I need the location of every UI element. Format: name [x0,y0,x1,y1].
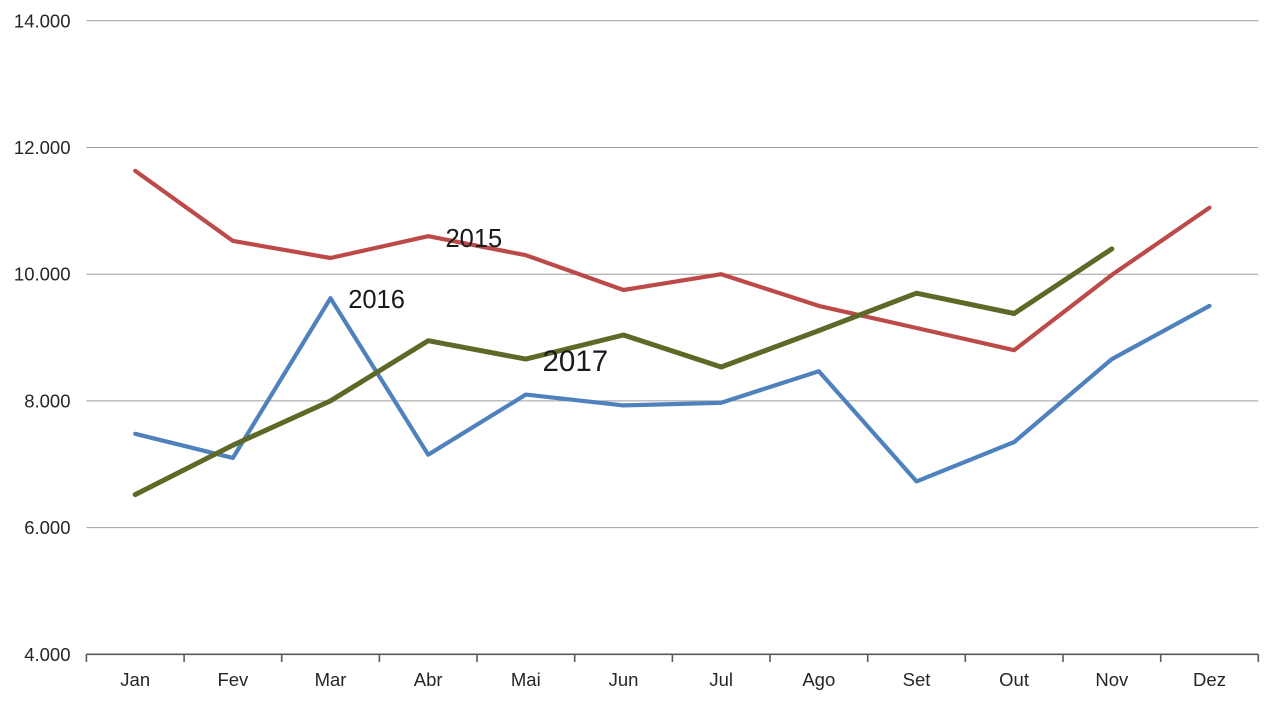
svg-text:Jun: Jun [609,669,639,690]
svg-text:Set: Set [903,669,931,690]
svg-text:10.000: 10.000 [14,264,71,285]
svg-text:Mar: Mar [315,669,347,690]
svg-text:Jul: Jul [709,669,733,690]
svg-text:Dez: Dez [1193,669,1226,690]
svg-text:8.000: 8.000 [24,390,70,411]
svg-text:Jan: Jan [120,669,150,690]
svg-text:Nov: Nov [1095,669,1129,690]
svg-text:2017: 2017 [543,345,609,378]
svg-text:2015: 2015 [446,225,503,253]
svg-text:Out: Out [999,669,1029,690]
svg-text:Fev: Fev [217,669,249,690]
svg-text:14.000: 14.000 [14,10,71,31]
svg-text:6.000: 6.000 [24,517,70,538]
svg-text:Abr: Abr [414,669,443,690]
svg-text:4.000: 4.000 [24,644,70,665]
svg-text:Mai: Mai [511,669,541,690]
svg-text:12.000: 12.000 [14,137,71,158]
svg-text:2016: 2016 [348,286,405,314]
svg-text:Ago: Ago [802,669,835,690]
